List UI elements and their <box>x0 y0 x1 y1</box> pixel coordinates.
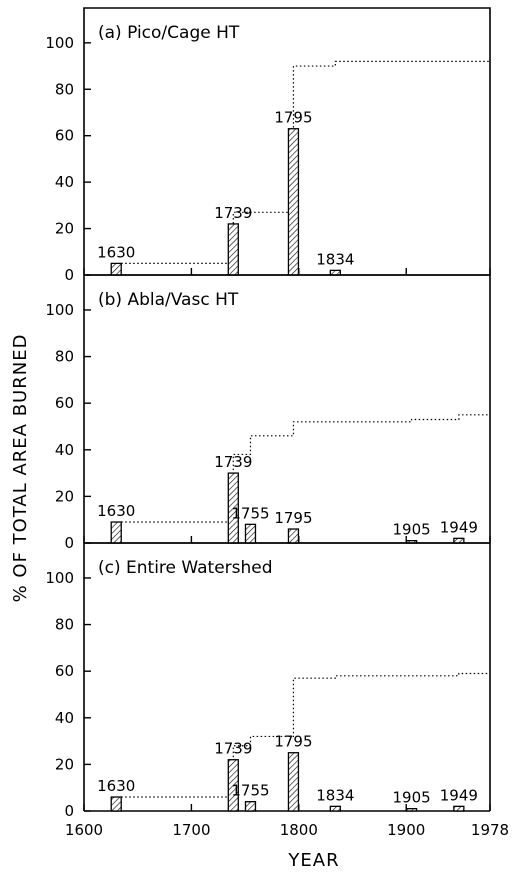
bar-label: 1834 <box>316 786 354 804</box>
bar-label: 1795 <box>274 733 312 751</box>
panel-frame <box>83 542 491 811</box>
y-tick-label: 100 <box>45 569 74 587</box>
panel-frame <box>83 274 491 543</box>
y-tick-label: 80 <box>55 80 74 98</box>
bar <box>287 528 300 544</box>
y-tick-label: 20 <box>55 755 74 773</box>
bar-label: 1795 <box>274 109 312 127</box>
y-tick-label: 80 <box>55 616 74 634</box>
y-axis-title: % OF TOTAL AREA BURNED <box>10 334 31 603</box>
bar-label: 1755 <box>231 782 269 800</box>
y-tick-label: 20 <box>55 487 74 505</box>
cumulative-line <box>121 60 490 264</box>
y-tick-label: 0 <box>64 266 74 284</box>
panel-2: 0 20 40 60 80 100 (b) Abla/Vasc HT 1630 1739 1755… <box>45 274 491 552</box>
y-tick-label: 100 <box>45 301 74 319</box>
y-tick-label: 80 <box>55 348 74 366</box>
bar-label: 1949 <box>440 786 478 804</box>
bar <box>227 759 239 812</box>
bar-label: 1834 <box>316 250 354 268</box>
bar-label: 1739 <box>214 453 252 471</box>
x-tick-label: 1700 <box>172 821 210 839</box>
bar-label: 1905 <box>392 789 430 807</box>
y-tick-label: 60 <box>55 662 74 680</box>
bar <box>329 805 341 812</box>
panel-title: (a) Pico/Cage HT <box>98 23 240 43</box>
y-tick-label: 0 <box>64 534 74 552</box>
x-axis-title: YEAR <box>287 850 339 871</box>
x-tick-label: 1600 <box>65 821 103 839</box>
x-tick-label: 1800 <box>280 821 318 839</box>
panel-3: 0 20 40 60 80 100 (c) Entire Watershed 1630 1739… <box>45 542 509 839</box>
bar-label: 1755 <box>231 504 269 522</box>
bar <box>110 796 122 812</box>
y-tick-label: 40 <box>55 709 74 727</box>
bar-label: 1949 <box>440 518 478 536</box>
y-tick-label: 20 <box>55 220 74 238</box>
x-tick-label: 1978 <box>471 821 509 839</box>
y-tick-label: 60 <box>55 127 74 145</box>
bar <box>287 752 300 812</box>
panel-frame <box>83 7 491 275</box>
y-tick-label: 40 <box>55 441 74 459</box>
cumulative-line <box>121 414 490 523</box>
bar-label: 1739 <box>214 740 252 758</box>
bar <box>405 808 418 812</box>
bar-label: 1739 <box>214 204 252 222</box>
bar-label: 1795 <box>274 509 312 527</box>
bar-label: 1630 <box>97 777 135 795</box>
bar <box>453 805 465 812</box>
y-tick-label: 60 <box>55 394 74 412</box>
bar <box>244 523 257 544</box>
panel-1: 0 20 40 60 80 100 (a) Pico/Cage HT 1630 1739 1795… <box>45 7 491 284</box>
panel-title: (c) Entire Watershed <box>98 558 273 578</box>
y-tick-label: 100 <box>45 34 74 52</box>
bar <box>110 521 122 544</box>
bar-label: 1905 <box>392 521 430 539</box>
bar <box>227 223 239 276</box>
panels-group: 0 20 40 60 80 100 (a) Pico/Cage HT 1630 1739 1795… <box>45 7 509 839</box>
panel-title: (b) Abla/Vasc HT <box>98 290 239 310</box>
bar <box>244 801 257 812</box>
y-tick-label: 40 <box>55 173 74 191</box>
bar-label: 1630 <box>97 502 135 520</box>
y-tick-label: 0 <box>64 802 74 820</box>
bar <box>287 128 300 276</box>
bar <box>110 262 122 276</box>
bar-label: 1630 <box>97 243 135 261</box>
x-tick-label: 1900 <box>387 821 425 839</box>
